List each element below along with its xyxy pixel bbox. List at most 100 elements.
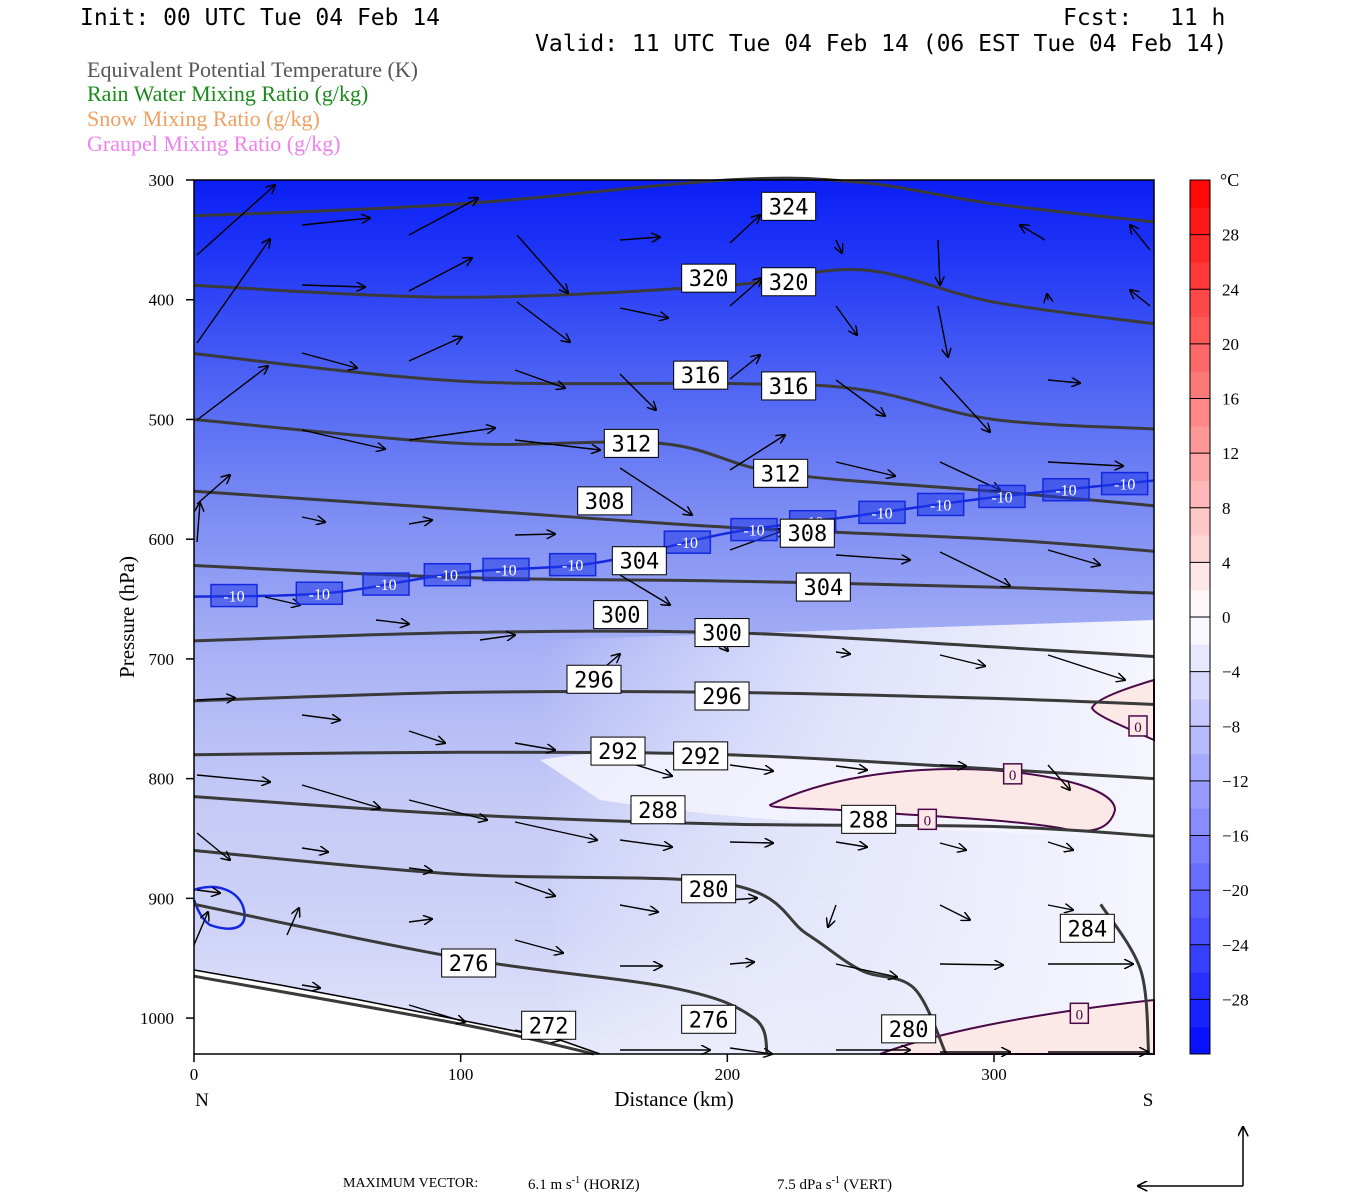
wind-vector [514,939,563,953]
theta-e-label: 308 [787,522,827,547]
colorbar-swatch [1190,234,1210,263]
theta-e-label: 272 [529,1014,569,1039]
wind-vector [301,352,357,368]
colorbar-tick-label: −24 [1222,936,1249,955]
colorbar-swatch [1190,753,1210,782]
wind-vector [835,461,895,476]
wind-vector [619,904,658,912]
forecast-hour: 11 h [1170,5,1226,31]
zero-label: 0 [1009,768,1017,784]
wind-vector [196,185,275,256]
wind-vector [939,964,1003,965]
wind-vector [408,198,478,236]
wind-vector [408,520,432,524]
theta-e-label: 316 [769,375,809,400]
colorbar-swatch [1190,944,1210,973]
colorbar-swatch [1190,698,1210,727]
wind-vector [193,912,208,946]
colorbar-swatch [1190,371,1210,399]
colorbar-swatch [1190,835,1210,864]
wind-vector [408,868,432,871]
colorbar-swatch [1190,890,1210,918]
wind-vector [196,239,270,344]
colorbar: 28 24 20 16 12 8 4 0 −4 −8 −12 −16 −20 −24 −28 [1189,179,1249,1055]
y-tick-label: 1000 [140,1009,174,1028]
terrain-outline [193,969,601,1055]
colorbar-swatch [1190,671,1210,700]
colorbar-swatch [1190,535,1210,563]
legend-equivalent-potential-temperature: Equivalent Potential Temperature (K) [87,57,418,82]
wind-vector [729,842,773,843]
wind-vector [516,301,570,342]
minus-ten-label: -10 [1114,477,1135,494]
wind-vector [835,842,867,847]
init-time: Init: 00 UTC Tue 04 Feb 14 [80,5,441,31]
colorbar-swatch [1190,453,1210,481]
colorbar-tick-label: 8 [1222,499,1231,518]
warm-sector-shading [540,620,1154,1054]
colorbar-swatch [1190,261,1210,290]
wind-vector [479,635,515,640]
wind-vector [514,881,555,896]
theta-e-316 [193,352,1155,431]
colorbar-tick-label: 28 [1222,226,1239,245]
max-vector-label: MAXIMUM VECTOR: [343,1176,479,1191]
wind-vectors [193,185,1151,1054]
wind-vector [619,237,660,240]
wind-vector [939,765,966,766]
colorbar-swatch [1190,398,1210,427]
theta-e-280 [193,849,948,1055]
minus-ten-label: -10 [437,568,458,585]
wind-vector [408,428,495,441]
wind-vector [1130,290,1151,307]
wind-vector [619,467,692,515]
wind-vector [514,369,565,388]
wind-vector [514,742,555,750]
minus-ten-label: -10 [562,558,583,575]
y-tick-label: 900 [149,889,175,908]
wind-vector [729,764,773,771]
colorbar-tick-label: 20 [1222,335,1239,354]
wind-vector [514,534,555,535]
legend-rain-water: Rain Water Mixing Ratio (g/kg) [87,81,369,106]
colorbar-tick-label: −16 [1222,827,1249,846]
theta-e-label: 320 [769,271,809,296]
colorbar-tick-label: 0 [1222,608,1231,627]
wind-vector [1047,841,1073,850]
colorbar-swatch [1190,862,1210,891]
theta-e-labels: 324 320 320 316 316 312 312 308 308 304 304 300 300 2… [441,191,1115,1044]
wind-vector [835,554,910,560]
y-tick-label: 300 [149,171,175,190]
colorbar-tick-label: −28 [1222,990,1249,1009]
south-label: S [1143,1090,1154,1111]
colorbar-tick-label: 24 [1222,280,1240,299]
wind-vector [1020,225,1046,241]
wind-vector [408,258,472,292]
theta-e-324 [193,176,1155,224]
theta-e-label: 292 [598,740,638,765]
colorbar-swatch [1190,562,1210,591]
wind-vector [301,848,328,852]
colorbar-swatch [1190,316,1210,345]
vert-unit: (VERT) [843,1177,892,1193]
above-zero-region-1 [768,768,1117,832]
theta-e-label: 276 [449,952,489,977]
colorbar-tick-label: 4 [1222,553,1231,572]
minus-ten-label: -10 [930,497,951,514]
wind-vector [408,730,445,743]
theta-e-label: 304 [803,576,843,601]
wind-vector [836,239,842,253]
wind-vector [196,832,230,860]
wind-vector [196,366,268,421]
theta-e-label: 312 [761,462,801,487]
wind-vector [828,904,837,927]
wind-vector [729,962,754,964]
colorbar-swatch [1190,507,1210,536]
x-tick-label: 0 [190,1065,199,1084]
wind-vector [301,429,385,449]
colorbar-swatch [1190,480,1210,509]
theta-e-320 [193,267,1155,326]
wind-vector [1047,764,1070,790]
wind-vector [516,234,568,293]
valid-time: Valid: 11 UTC Tue 04 Feb 14 (06 EST Tue … [535,31,1228,57]
